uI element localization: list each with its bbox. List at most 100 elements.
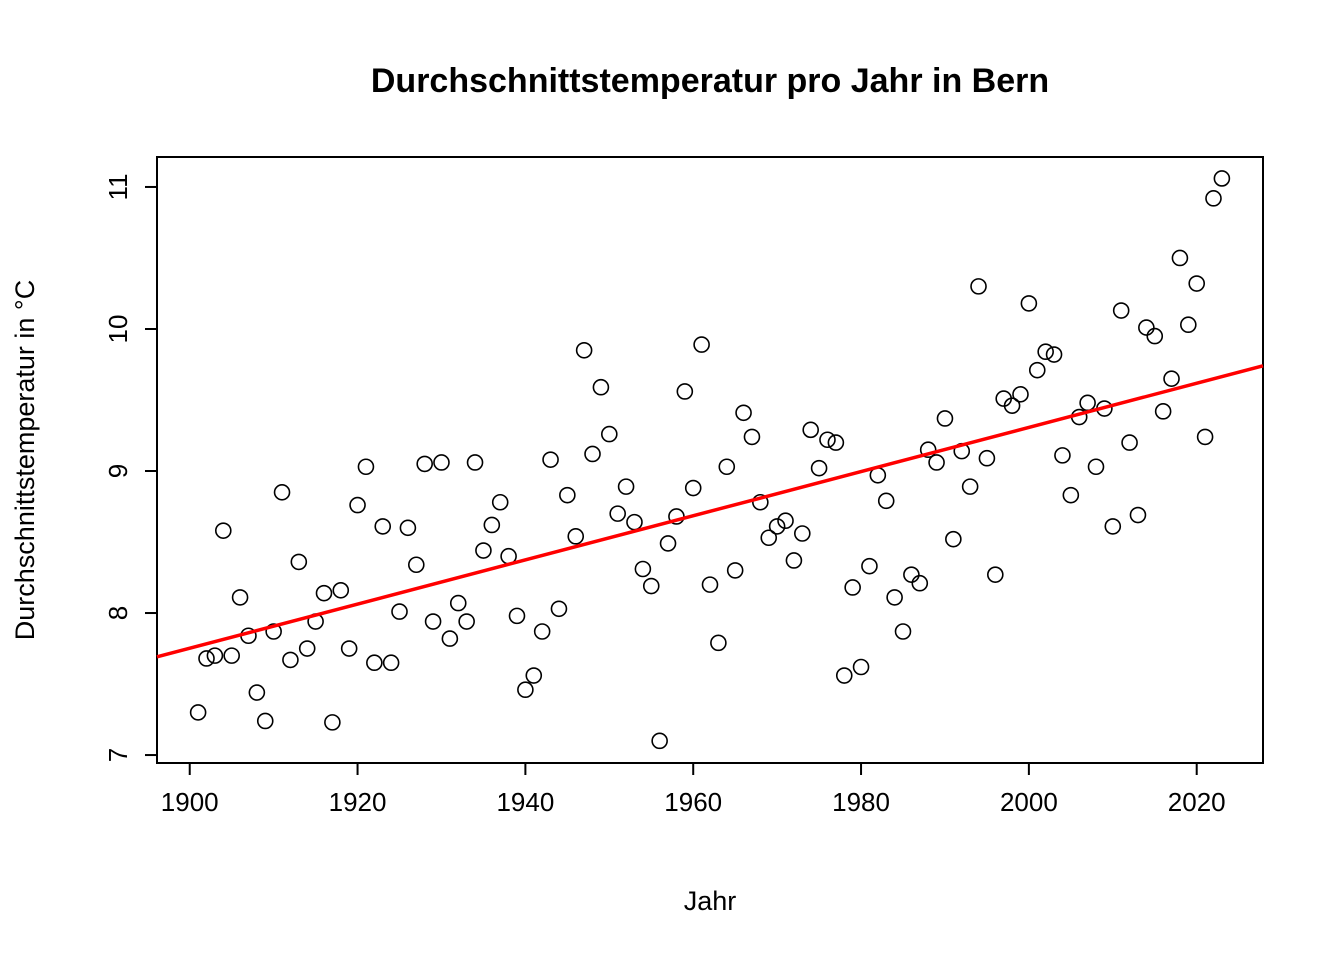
y-tick-label: 10 [103,315,133,344]
data-point [693,336,710,353]
y-tick-label: 11 [103,173,133,200]
y-axis-label: Durchschnittstemperatur in °C [10,280,40,640]
data-point [877,492,895,510]
data-point [1138,319,1155,336]
data-point [449,594,467,612]
data-point [517,681,534,699]
data-point [1079,394,1096,412]
data-point [433,454,450,471]
data-point [382,654,400,672]
data-point [684,479,702,497]
data-point [366,654,383,672]
data-point [785,552,803,569]
data-point [945,530,962,548]
data-point [827,434,845,451]
data-point [626,513,643,531]
data-point [206,647,224,664]
data-point [961,478,979,495]
data-point [1062,486,1080,504]
data-point [1146,327,1164,345]
x-tick-label: 1940 [496,787,554,817]
x-tick-label: 1920 [329,787,387,817]
data-point [374,518,392,535]
regression-line [156,364,1264,659]
data-point [617,478,635,495]
data-point [886,589,903,606]
data-point [265,623,282,640]
data-point [542,451,559,468]
data-point [315,584,333,602]
data-point [1180,316,1197,334]
data-point [525,667,543,684]
data-point [735,404,752,422]
data-point [634,560,652,578]
data-point [1129,506,1147,524]
y-tick-label: 8 [103,606,133,620]
x-tick-label: 1980 [832,787,890,817]
data-point [483,516,501,534]
data-point [1205,190,1222,207]
x-tick-label: 1960 [664,787,722,817]
data-point [1045,346,1063,363]
data-point [1003,397,1021,414]
data-point [282,651,299,669]
data-point [189,704,207,721]
data-point [810,459,828,477]
data-point [559,486,576,504]
data-point [726,562,744,579]
data-point [601,425,618,443]
data-point [466,454,484,471]
data-point [256,712,274,730]
data-point [919,441,937,459]
data-point [533,623,551,640]
y-tick-label: 7 [103,748,133,762]
data-point [903,566,920,583]
data-point [978,449,996,467]
data-point [651,732,668,750]
data-point [844,579,861,596]
data-point [802,421,819,439]
data-point [835,667,853,684]
data-point [752,493,769,511]
data-point [475,542,492,559]
data-point [1154,403,1172,420]
data-point [1112,302,1130,319]
data-point [290,553,308,571]
data-point [936,410,954,427]
data-point [609,505,626,522]
x-tick-label: 2020 [1168,787,1226,817]
data-point [349,496,366,514]
data-point [441,630,459,647]
data-point [1054,447,1071,464]
data-point [1121,434,1138,451]
data-point [659,535,677,552]
data-point [391,603,408,620]
data-point [642,577,660,595]
data-point [894,623,912,640]
data-point [987,566,1004,583]
data-point [861,557,878,575]
data-point [970,278,987,295]
data-point [911,574,929,592]
data-point [407,556,425,574]
data-point [1196,428,1214,446]
data-point [676,383,694,400]
y-tick-label: 9 [103,464,133,478]
data-point [231,589,249,606]
data-point [1037,343,1054,361]
data-point [852,658,870,676]
data-point [508,607,526,625]
data-point [1012,386,1029,403]
data-point [332,582,350,599]
data-point [701,576,719,593]
data-point [424,613,442,630]
data-point [1087,458,1105,476]
data-point [248,684,266,701]
data-point [592,378,610,396]
data-point [324,714,341,731]
data-point [760,529,778,547]
data-point [550,600,568,618]
data-point [575,341,593,359]
data-point [794,525,811,542]
